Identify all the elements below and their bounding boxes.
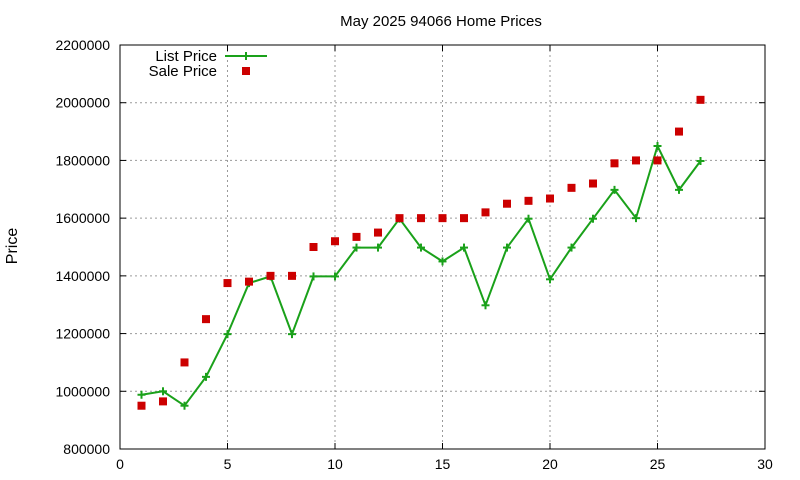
point-sale-price — [632, 156, 640, 165]
y-tick-label: 1000000 — [55, 383, 110, 399]
series-sale-price — [137, 95, 705, 410]
x-tick-label: 30 — [757, 456, 773, 472]
point-list-price — [180, 401, 189, 410]
point-sale-price — [180, 358, 189, 367]
point-list-price — [309, 272, 318, 281]
tick-labels: 0 5 10 15 20 25 30 800000 1000000 1200000 1400000 1… — [55, 37, 773, 472]
x-tick-label: 25 — [650, 456, 666, 472]
legend-label-list-price: List Price — [155, 48, 217, 65]
point-list-price — [481, 301, 490, 310]
point-sale-price — [159, 397, 167, 406]
point-sale-price — [395, 214, 404, 223]
point-sale-price — [223, 279, 232, 288]
y-tick-label: 1200000 — [55, 326, 110, 342]
chart-title: May 2025 94066 Home Prices — [340, 13, 542, 30]
x-tick-label: 20 — [542, 456, 558, 472]
point-sale-price — [503, 199, 511, 208]
point-sale-price — [438, 214, 447, 223]
point-sale-price — [309, 243, 318, 251]
point-sale-price — [567, 183, 576, 192]
y-tick-label: 2200000 — [55, 37, 110, 53]
legend: List Price Sale Price — [149, 48, 267, 80]
y-tick-label: 800000 — [63, 441, 110, 457]
x-tick-label: 0 — [116, 456, 124, 472]
x-tick-label: 5 — [224, 456, 232, 472]
point-list-price — [610, 185, 619, 194]
point-list-price — [524, 214, 533, 223]
point-list-price — [653, 142, 662, 150]
point-sale-price — [675, 127, 683, 136]
y-tick-label: 1800000 — [55, 152, 110, 168]
legend-label-sale-price: Sale Price — [149, 63, 217, 80]
point-list-price — [696, 157, 705, 166]
point-sale-price — [331, 237, 339, 246]
point-list-price — [567, 243, 576, 252]
point-sale-price — [137, 401, 146, 410]
legend-sample-list-price — [225, 52, 267, 60]
point-sale-price — [245, 277, 253, 286]
point-list-price — [632, 214, 640, 223]
point-list-price — [503, 243, 511, 252]
point-sale-price — [352, 232, 361, 241]
grid — [120, 45, 765, 449]
point-list-price — [331, 272, 339, 281]
point-list-price — [438, 257, 447, 266]
point-sale-price — [460, 214, 468, 223]
point-sale-price — [202, 315, 210, 324]
y-tick-label: 1600000 — [55, 210, 110, 226]
legend-marker-sale-price — [242, 67, 250, 75]
legend-marker-list-price — [242, 52, 250, 60]
point-sale-price — [481, 208, 490, 217]
series-layer — [137, 95, 705, 410]
point-list-price — [374, 243, 382, 252]
point-list-price — [352, 243, 361, 252]
point-list-price — [202, 372, 210, 381]
point-sale-price — [374, 228, 382, 237]
x-tick-label: 10 — [327, 456, 343, 472]
point-list-price — [589, 214, 597, 223]
y-tick-label: 1400000 — [55, 268, 110, 284]
point-list-price — [288, 330, 296, 339]
point-list-price — [675, 185, 683, 194]
point-sale-price — [524, 196, 533, 205]
point-sale-price — [288, 271, 296, 280]
point-sale-price — [266, 271, 275, 280]
y-tick-label: 2000000 — [55, 95, 110, 111]
point-list-price — [223, 330, 232, 339]
legend-sample-sale-price — [242, 67, 250, 75]
point-sale-price — [610, 159, 619, 168]
point-list-price — [137, 390, 146, 399]
point-list-price — [546, 275, 554, 284]
point-list-price — [159, 387, 167, 396]
axis-ticks — [119, 44, 766, 450]
y-axis-title: Price — [4, 228, 21, 265]
point-sale-price — [589, 179, 597, 188]
point-list-price — [460, 243, 468, 252]
point-sale-price — [417, 214, 425, 223]
point-sale-price — [696, 95, 705, 104]
point-sale-price — [653, 156, 662, 165]
x-tick-label: 15 — [435, 456, 451, 472]
point-list-price — [417, 243, 425, 252]
point-sale-price — [546, 194, 554, 203]
